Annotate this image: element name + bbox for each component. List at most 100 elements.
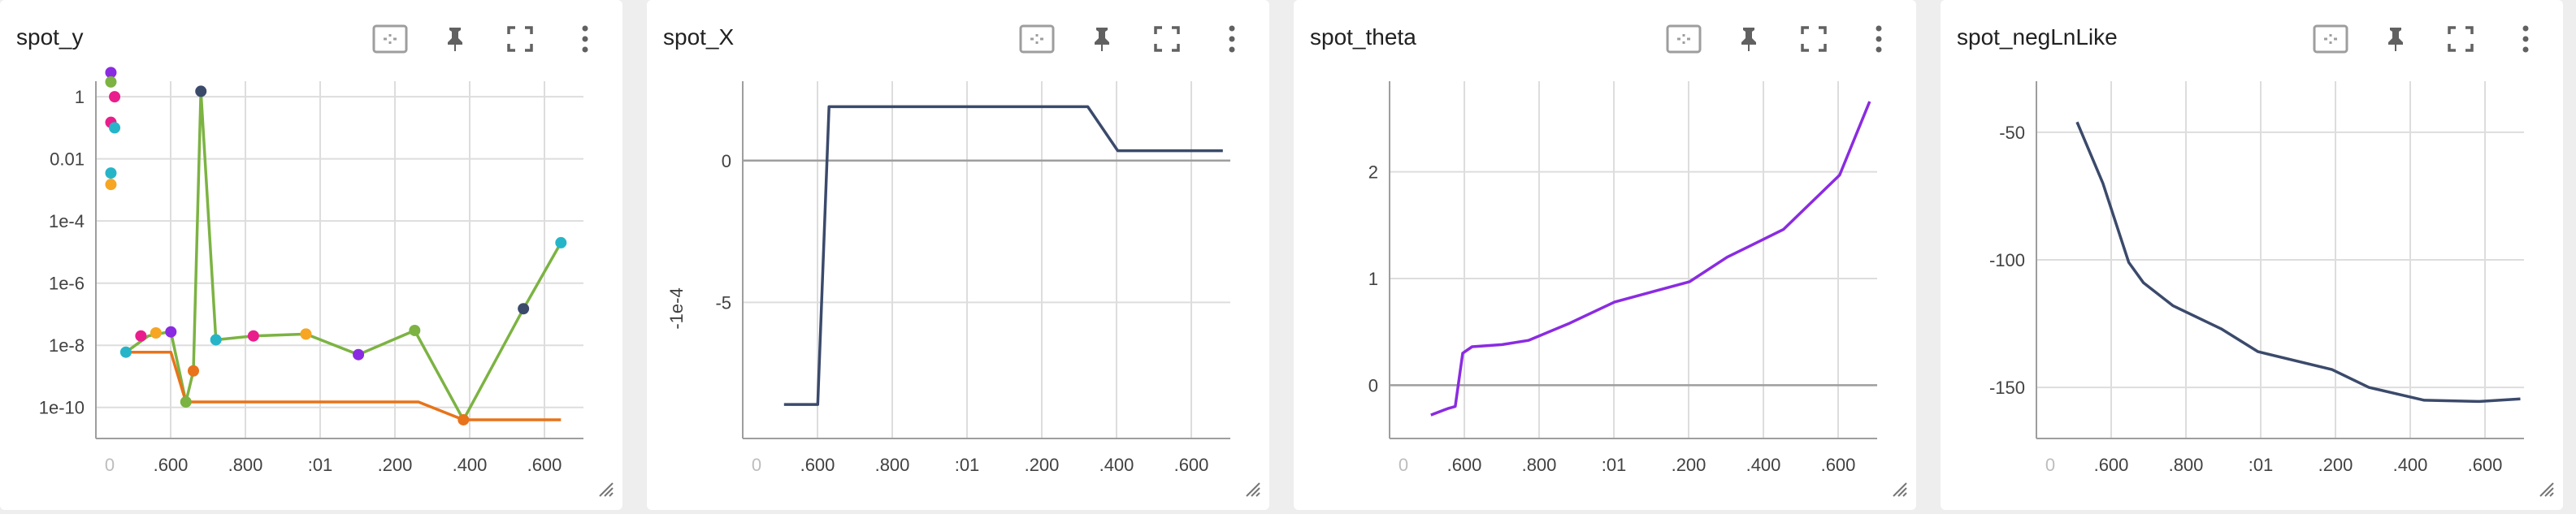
more-options-button[interactable] xyxy=(2508,21,2543,57)
more-vert-icon xyxy=(1229,25,1235,53)
y-tick-label: 0 xyxy=(1368,375,1378,395)
fullscreen-button[interactable] xyxy=(1796,21,1832,57)
x-tick-label: .400 xyxy=(1746,455,1781,475)
line-chart-spot-x[interactable]: 0 .600 .800:01 .200 .400 .600 0 -5 -1e-4 xyxy=(647,65,1269,510)
fit-domain-icon xyxy=(1666,24,1702,54)
x-tick-label: .200 xyxy=(378,455,413,475)
data-point xyxy=(518,303,530,315)
x-tick-label: .800 xyxy=(875,455,910,475)
fullscreen-icon xyxy=(1801,26,1827,52)
fullscreen-button[interactable] xyxy=(2443,21,2478,57)
card-title: spot_y xyxy=(16,24,84,50)
y-tick-label: 0 xyxy=(722,151,731,171)
x-tick-label: .800 xyxy=(228,455,263,475)
card-title: spot_negLnLike xyxy=(1957,24,2118,50)
plot-area[interactable]: 0 .600 .800:01 .200 .400 .600 -50 -100 -150 xyxy=(1941,65,2563,510)
y-tick-label: -100 xyxy=(1989,250,2025,270)
data-point xyxy=(195,85,207,97)
x-tick-label: 0 xyxy=(2045,455,2055,475)
resize-icon xyxy=(1893,482,1907,497)
pin-icon xyxy=(1741,28,1756,51)
more-vert-icon xyxy=(1876,25,1882,53)
y-tick-label: -50 xyxy=(1999,123,2025,143)
data-point xyxy=(165,326,177,338)
fit-domain-button[interactable] xyxy=(1666,21,1702,57)
x-tick-label: .400 xyxy=(453,455,488,475)
series-line xyxy=(2075,121,2521,404)
more-options-button[interactable] xyxy=(1861,21,1897,57)
pin-icon xyxy=(1095,28,1109,51)
x-tick-label: :01 xyxy=(308,455,333,475)
resize-icon xyxy=(1246,482,1260,497)
y-tick-label: 1e-4 xyxy=(49,211,85,231)
line-chart-spot-theta[interactable]: 0 .600 .800:01 .200 .400 .600 2 1 0 xyxy=(1294,65,1916,510)
x-tick-label: .600 xyxy=(154,455,189,475)
resize-handle[interactable] xyxy=(2537,480,2555,502)
plot-area[interactable]: 0 .600 .800:01 .200 .400 .600 1 0.01 1e-4 1e-6 1e-… xyxy=(0,65,622,510)
card-spot-neglnlike: spot_negLnLike 0 .600 .800:01 .200 .400 .600 -… xyxy=(1941,0,2563,510)
x-tick-label: .200 xyxy=(1672,455,1706,475)
more-vert-icon xyxy=(2522,25,2529,53)
fullscreen-icon xyxy=(1154,26,1180,52)
resize-handle[interactable] xyxy=(596,480,614,502)
fit-domain-button[interactable] xyxy=(2313,21,2348,57)
y-tick-label: 2 xyxy=(1368,162,1378,183)
card-toolbar xyxy=(1019,19,1250,58)
fit-domain-icon xyxy=(1019,24,1055,54)
y-axis-exponent-label: -1e-4 xyxy=(666,287,687,329)
x-tick-label: .800 xyxy=(2169,455,2204,475)
data-point xyxy=(105,76,117,88)
data-point xyxy=(135,330,147,342)
pin-button[interactable] xyxy=(1731,21,1767,57)
x-tick-label: .400 xyxy=(2393,455,2428,475)
resize-icon xyxy=(2539,482,2554,497)
line-chart-spot-neglnlike[interactable]: 0 .600 .800:01 .200 .400 .600 -50 -100 -150 xyxy=(1941,65,2563,510)
series-line xyxy=(1430,101,1871,417)
fullscreen-button[interactable] xyxy=(502,21,538,57)
fit-domain-button[interactable] xyxy=(1019,21,1055,57)
y-tick-label: -150 xyxy=(1989,378,2025,398)
data-point xyxy=(109,122,121,134)
series-line xyxy=(783,105,1223,406)
card-title: spot_X xyxy=(663,24,735,50)
x-tick-label: 0 xyxy=(105,455,115,475)
resize-handle[interactable] xyxy=(1890,480,1908,502)
x-tick-label: .800 xyxy=(1522,455,1557,475)
data-point xyxy=(180,396,192,408)
card-toolbar xyxy=(1666,19,1897,58)
x-tick-label: :01 xyxy=(1602,455,1627,475)
plot-area[interactable]: 0 .600 .800:01 .200 .400 .600 0 -5 -1e-4 xyxy=(647,65,1269,510)
data-point xyxy=(210,334,222,346)
fit-domain-button[interactable] xyxy=(372,21,408,57)
data-point xyxy=(119,346,132,358)
y-tick-label: 1e-10 xyxy=(39,398,85,418)
line-chart-spot-y[interactable]: 0 .600 .800:01 .200 .400 .600 1 0.01 1e-4 1e-6 1e-… xyxy=(0,65,622,510)
resize-icon xyxy=(599,482,614,497)
data-point xyxy=(150,326,162,339)
more-options-button[interactable] xyxy=(1214,21,1250,57)
y-tick-label: 1 xyxy=(1368,269,1378,289)
pin-button[interactable] xyxy=(437,21,473,57)
x-tick-label: 0 xyxy=(752,455,761,475)
y-tick-label: 1 xyxy=(75,87,85,107)
data-point xyxy=(555,236,567,248)
data-point xyxy=(247,330,259,342)
data-point xyxy=(105,67,117,79)
x-tick-label: .600 xyxy=(2468,455,2503,475)
x-tick-label: .600 xyxy=(1447,455,1482,475)
x-tick-label: .600 xyxy=(1174,455,1209,475)
card-spot-theta: spot_theta 0 .600 .800:01 .200 .400 .600 2 1 0 xyxy=(1294,0,1916,510)
resize-handle[interactable] xyxy=(1243,480,1261,502)
card-toolbar xyxy=(2313,19,2543,58)
pin-button[interactable] xyxy=(2378,21,2413,57)
card-title: spot_theta xyxy=(1310,24,1416,50)
pin-button[interactable] xyxy=(1084,21,1120,57)
y-tick-label: 1e-6 xyxy=(49,274,85,294)
data-point xyxy=(353,348,365,361)
x-tick-label: .600 xyxy=(2094,455,2129,475)
more-options-button[interactable] xyxy=(567,21,603,57)
data-point xyxy=(409,324,421,336)
x-tick-label: .200 xyxy=(2318,455,2353,475)
fullscreen-button[interactable] xyxy=(1149,21,1185,57)
plot-area[interactable]: 0 .600 .800:01 .200 .400 .600 2 1 0 xyxy=(1294,65,1916,510)
